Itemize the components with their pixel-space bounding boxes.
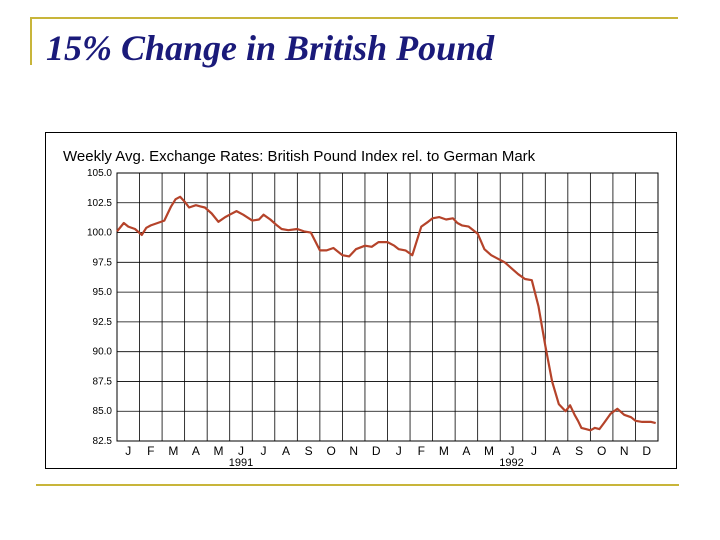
slide-title: 15% Change in British Pound [46,28,495,68]
x-tick-label: A [553,444,561,458]
series-layer [116,195,656,432]
y-tick-label: 85.0 [93,406,113,417]
x-tick-label: A [462,444,470,458]
year-label: 1992 [499,457,523,468]
x-tick-label: O [326,444,335,458]
x-tick-label: J [531,444,537,458]
grid-layer [116,172,659,442]
x-tick-label: A [192,444,200,458]
x-tick-label: S [575,444,583,458]
year-label: 1991 [229,457,253,468]
x-tick-label: A [282,444,290,458]
exchange-rate-chart: Weekly Avg. Exchange Rates: British Poun… [63,148,659,468]
y-tick-label: 95.0 [93,287,113,298]
y-tick-label: 82.5 [93,436,113,447]
y-tick-label: 97.5 [93,257,113,268]
x-tick-label: S [305,444,313,458]
y-tick-label: 105.0 [87,168,112,179]
x-tick-label: J [396,444,402,458]
series-line [116,195,656,432]
chart-title: Weekly Avg. Exchange Rates: British Poun… [63,148,536,165]
x-tick-label: D [372,444,381,458]
y-tick-label: 90.0 [93,347,113,358]
x-tick-label: M [168,444,178,458]
x-tick-label: J [508,444,514,458]
left-rule [30,17,32,65]
x-tick-label: N [349,444,358,458]
y-tick-label: 92.5 [93,317,113,328]
axis-labels: 105.0 102.5 100.0 97.5 95.0 92.5 90.0 87.5 85.0 8… [87,168,651,468]
x-tick-label: M [213,444,223,458]
x-tick-label: J [238,444,244,458]
y-tick-label: 102.5 [87,198,112,209]
x-tick-label: J [261,444,267,458]
x-tick-label: M [484,444,494,458]
chart-frame: Weekly Avg. Exchange Rates: British Poun… [45,132,677,469]
x-tick-label: N [620,444,629,458]
x-tick-label: F [418,444,425,458]
x-tick-label: D [642,444,651,458]
x-tick-label: F [147,444,154,458]
x-tick-label: M [439,444,449,458]
bottom-rule [36,484,679,486]
x-tick-label: J [125,444,131,458]
y-tick-label: 100.0 [87,228,112,239]
x-tick-label: O [597,444,606,458]
y-tick-label: 87.5 [93,376,113,387]
top-rule [30,17,678,19]
